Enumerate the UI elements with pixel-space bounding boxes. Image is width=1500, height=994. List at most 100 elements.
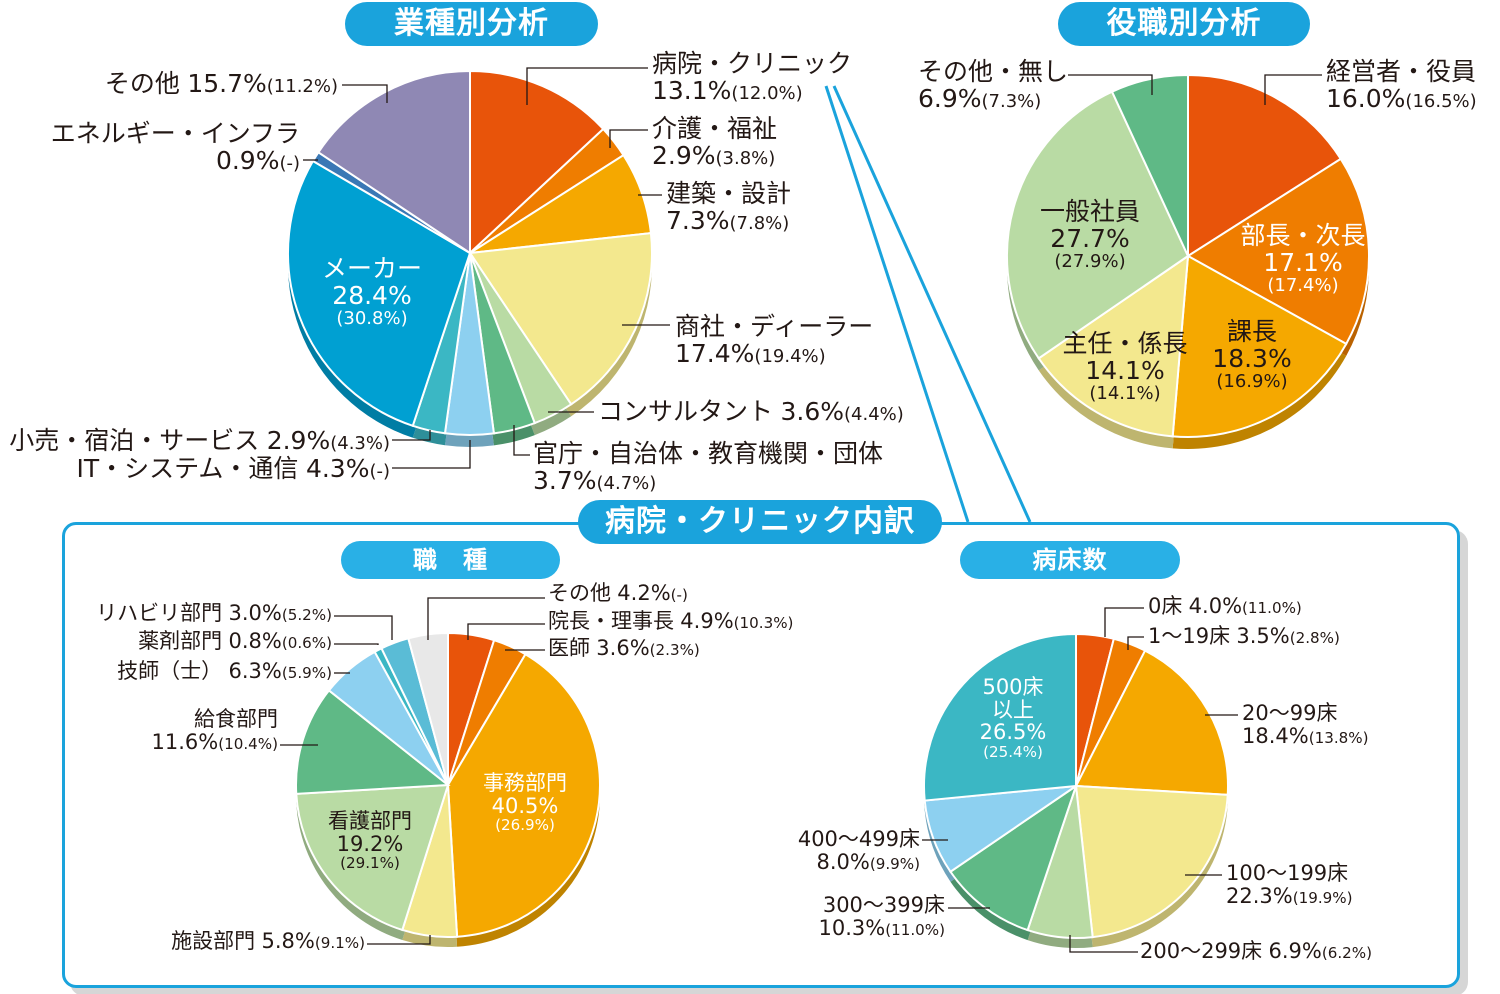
- slice-name: IT・システム・通信: [76, 454, 299, 483]
- leader-line: [334, 615, 393, 640]
- slice-label: 300～399床 10.3%(11.0%): [818, 894, 945, 939]
- slice-name: 0床: [1148, 594, 1183, 618]
- slice-percent: 6.9%: [918, 84, 982, 113]
- slice-percent: 18.3%: [1212, 344, 1292, 373]
- pie-slice: [446, 652, 601, 938]
- slice-label: リハビリ部門 3.0%(5.2%): [96, 602, 332, 625]
- slice-percent: 27.7%: [1050, 224, 1130, 253]
- slice-percent: 3.7%: [533, 466, 597, 495]
- leader-line: [367, 935, 431, 945]
- industry-title: 業種別分析: [345, 2, 598, 46]
- leader-line: [392, 430, 431, 441]
- slice-previous: (16.9%): [1216, 371, 1288, 392]
- slice-percent: 15.7%: [187, 69, 267, 98]
- slice-percent: 5.8%: [261, 929, 315, 953]
- slice-percent: 18.4%: [1242, 723, 1309, 748]
- slice-name: リハビリ部門: [96, 601, 223, 625]
- leader-line: [427, 597, 545, 640]
- slice-percent: 4.3%: [305, 454, 370, 483]
- slice-label: その他 15.7%(11.2%): [105, 70, 338, 97]
- slice-label: 0床 4.0%(11.0%): [1148, 595, 1302, 618]
- slice-percent: 13.1%: [652, 76, 732, 105]
- slice-name: その他: [548, 581, 611, 605]
- slice-name: 看護部門: [328, 809, 412, 833]
- slice-percent: 0.8%: [228, 629, 282, 653]
- slice-previous: (5.9%): [281, 664, 332, 682]
- slice-name: 課長: [1226, 317, 1278, 346]
- slice-percent: 2.9%: [652, 141, 716, 170]
- pie-slice: [1037, 253, 1190, 438]
- slice-name: 1～19床: [1148, 624, 1231, 648]
- slice-previous: (19.9%): [1292, 888, 1353, 907]
- slice-previous: (10.4%): [218, 734, 278, 753]
- slice-previous: (30.8%): [336, 308, 408, 329]
- slice-label: 100～199床 22.3%(19.9%): [1226, 862, 1353, 907]
- slice-previous: (-): [670, 586, 688, 604]
- slice-name: 技師（士）: [117, 659, 223, 683]
- slice-previous: (29.1%): [340, 854, 400, 873]
- slice-label: コンサルタント 3.6%(4.4%): [598, 398, 904, 425]
- slice-label: IT・システム・通信 4.3%(-): [77, 455, 390, 482]
- slice-previous: (4.3%): [330, 433, 390, 454]
- slice-percent: 14.1%: [1085, 356, 1165, 385]
- slice-name: 建築・設計: [666, 179, 792, 208]
- slice-name: 給食部門: [194, 707, 278, 731]
- slice-name: 300～399床: [822, 893, 945, 917]
- slice-label: 看護部門 19.2% (29.1%): [328, 810, 412, 872]
- leader-line: [342, 84, 388, 103]
- slice-previous: (9.9%): [869, 854, 920, 873]
- slice-percent: 3.5%: [1236, 624, 1290, 648]
- slice-label: 介護・福祉 2.9%(3.8%): [652, 115, 777, 169]
- slice-name: その他: [104, 69, 180, 98]
- slice-percent: 11.6%: [151, 729, 219, 754]
- slice-percent: 22.3%: [1226, 883, 1293, 908]
- connector-line: [824, 85, 970, 523]
- slice-previous: (10.3%): [733, 614, 794, 632]
- slice-name: 院長・理事長: [548, 609, 674, 633]
- pie-slice: [923, 632, 1077, 802]
- slice-previous: (6.2%): [1321, 944, 1373, 962]
- slice-label: 施設部門 5.8%(9.1%): [171, 930, 365, 953]
- pie-chart-2: [295, 631, 601, 948]
- slice-label: 技師（士） 6.3%(5.9%): [117, 660, 332, 683]
- slice-percent: 40.5%: [491, 793, 559, 818]
- slice-previous: (7.3%): [981, 91, 1042, 112]
- slice-previous: (4.4%): [844, 404, 904, 425]
- pie-slice: [1186, 157, 1370, 346]
- slice-percent: 6.9%: [1268, 939, 1322, 963]
- slice-label: 官庁・自治体・教育機関・団体 3.7%(4.7%): [533, 440, 883, 494]
- slice-percent: 0.9%: [215, 146, 280, 175]
- slice-label: 400～499床 8.0%(9.9%): [798, 828, 920, 873]
- slice-percent: 4.9%: [680, 609, 734, 633]
- slice-previous: (3.8%): [715, 148, 776, 169]
- slice-label: 経営者・役員 16.0%(16.5%): [1326, 58, 1477, 112]
- slice-name: メーカー: [321, 254, 423, 283]
- slice-previous: (17.4%): [1267, 275, 1339, 296]
- slice-label: 建築・設計 7.3%(7.8%): [666, 180, 791, 234]
- slice-previous: (-): [369, 461, 390, 482]
- slice-name: エネルギー・インフラ: [50, 119, 300, 148]
- slice-previous: (-): [279, 153, 300, 174]
- slice-label: 20～99床 18.4%(13.8%): [1242, 702, 1369, 747]
- slice-label: 医師 3.6%(2.3%): [548, 637, 700, 660]
- slice-previous: (26.9%): [495, 816, 555, 835]
- position-title: 役職別分析: [1058, 2, 1310, 46]
- slice-previous: (13.8%): [1308, 728, 1369, 747]
- leader-line: [609, 129, 648, 148]
- slice-previous: (9.1%): [314, 934, 365, 952]
- slice-previous: (12.0%): [731, 83, 803, 104]
- leader-line: [1068, 74, 1153, 95]
- pie-slice: [949, 783, 1078, 932]
- slice-previous: (2.3%): [649, 641, 700, 659]
- slice-previous: (11.2%): [266, 76, 338, 97]
- leader-line: [334, 643, 379, 645]
- slice-name: 官庁・自治体・教育機関・団体: [533, 439, 884, 468]
- leader-line: [513, 425, 530, 456]
- pie-slice: [1171, 254, 1348, 438]
- slice-label: 一般社員 27.7% (27.9%): [1040, 198, 1140, 271]
- slice-previous: (4.7%): [596, 473, 657, 494]
- slice-percent: 19.2%: [336, 831, 404, 856]
- slice-name: 一般社員: [1039, 197, 1141, 226]
- pie-slice: [1187, 73, 1343, 258]
